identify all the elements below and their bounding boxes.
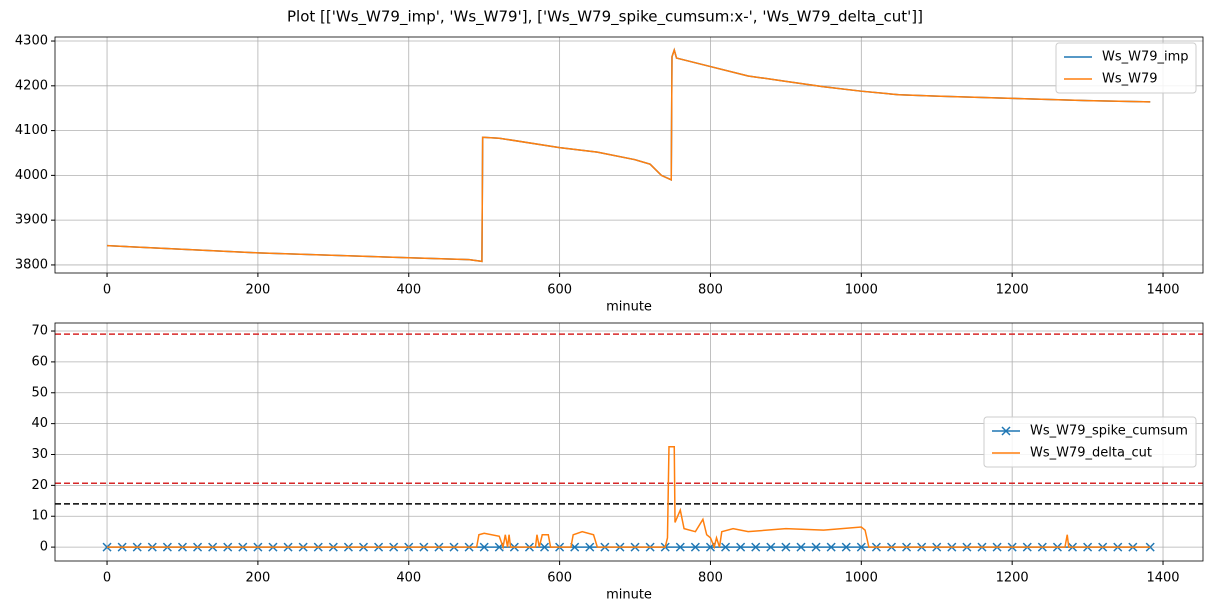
x-tick-label: 0 — [103, 283, 111, 298]
figure-title: Plot [['Ws_W79_imp', 'Ws_W79'], ['Ws_W79… — [287, 8, 923, 27]
series-marker — [539, 542, 550, 552]
x-tick-label: 1400 — [1146, 283, 1179, 298]
series-marker — [736, 542, 746, 552]
series-marker — [856, 542, 866, 552]
x-tick-label: 1200 — [996, 283, 1029, 298]
legend-label: Ws_W79 — [1102, 72, 1158, 87]
series-marker — [796, 542, 806, 552]
legend-box — [983, 416, 1197, 468]
plot-frame — [54, 36, 1204, 274]
x-tick-label: 400 — [396, 283, 421, 298]
series-marker — [826, 542, 836, 552]
series-marker — [585, 542, 595, 552]
x-tick-label: 0 — [103, 571, 111, 586]
series-line — [107, 47, 1151, 263]
x-axis-label: minute — [606, 300, 652, 315]
series-marker — [841, 542, 851, 552]
series-line — [107, 47, 1151, 263]
series-marker — [751, 542, 761, 552]
y-tick-label: 40 — [31, 416, 48, 431]
y-tick-label: 3900 — [15, 213, 48, 228]
plot-frame — [54, 322, 1204, 562]
legend-marker — [1001, 426, 1011, 436]
series-marker — [675, 542, 685, 552]
series-marker — [479, 542, 489, 552]
y-tick-label: 70 — [31, 324, 48, 339]
legend-label: Ws_W79_imp — [1102, 50, 1189, 65]
series-marker — [811, 542, 821, 552]
y-tick-label: 50 — [31, 385, 48, 400]
y-tick-label: 3800 — [15, 257, 48, 272]
x-tick-label: 400 — [396, 571, 421, 586]
x-tick-label: 600 — [547, 283, 572, 298]
y-tick-label: 20 — [31, 478, 48, 493]
x-axis-label: minute — [606, 588, 652, 603]
y-tick-label: 4300 — [15, 34, 48, 49]
x-tick-label: 200 — [245, 571, 270, 586]
x-tick-label: 200 — [245, 283, 270, 298]
series-marker — [690, 542, 700, 552]
y-tick-label: 60 — [31, 354, 48, 369]
x-tick-label: 1000 — [845, 283, 878, 298]
y-tick-label: 4200 — [15, 78, 48, 93]
series-line — [107, 446, 1151, 551]
x-tick-label: 600 — [547, 571, 572, 586]
y-tick-label: 4100 — [15, 123, 48, 138]
legend-label: Ws_W79_delta_cut — [1030, 446, 1152, 461]
series-marker — [721, 542, 731, 552]
x-tick-label: 800 — [698, 283, 723, 298]
x-tick-label: 1000 — [845, 571, 878, 586]
y-tick-label: 10 — [31, 509, 48, 524]
legend-box — [1055, 42, 1197, 94]
y-tick-label: 0 — [40, 540, 48, 555]
legend-label: Ws_W79_spike_cumsum — [1030, 424, 1188, 439]
y-tick-label: 4000 — [15, 168, 48, 183]
x-tick-label: 1200 — [996, 571, 1029, 586]
x-tick-label: 1400 — [1146, 571, 1179, 586]
y-tick-label: 30 — [31, 447, 48, 462]
series-marker — [781, 542, 791, 552]
series-marker — [766, 542, 776, 552]
x-tick-label: 800 — [698, 571, 723, 586]
